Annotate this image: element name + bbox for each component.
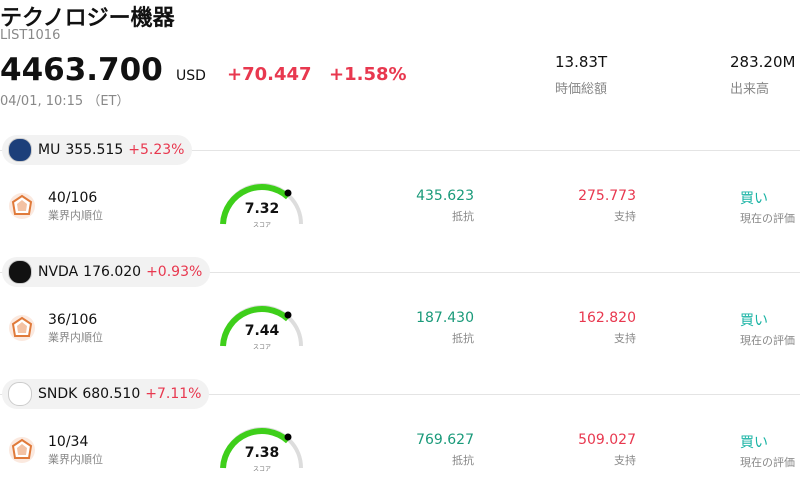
stat-label: 時価総額 [555,82,608,97]
stock-chip[interactable]: MU 355.515 +5.23% [2,135,193,165]
stock-chip[interactable]: SNDK 680.510 +7.11% [2,379,210,409]
score: 7.38 [244,445,280,461]
rank: 36/106 [48,312,98,328]
stock-price: 680.510 [82,386,141,402]
stock-price: 176.020 [83,264,142,280]
rating: 買い [740,191,768,207]
stock-change: +0.93% [146,264,203,280]
resistance: 435.623 [416,188,474,204]
code: LIST1016 [0,28,61,43]
support: 509.027 [578,432,636,448]
resistance-label: 抵抗 [452,454,474,467]
score-gauge [220,305,303,347]
stock-price: 355.515 [65,142,124,158]
logo [8,382,32,406]
rating-label: 現在の評価 [740,212,795,225]
stat-label: 出来高 [730,82,770,97]
support: 275.773 [578,188,636,204]
support: 162.820 [578,310,636,326]
rating-label: 現在の評価 [740,456,795,469]
resistance: 187.430 [416,310,474,326]
rank-icon [9,437,35,463]
currency: USD [176,68,206,84]
time: 04/01, 10:15 （ET） [0,94,130,109]
score-label: スコア [252,222,271,229]
score: 7.44 [244,323,280,339]
rank-icon [9,193,35,219]
rank-label: 業界内順位 [48,331,103,344]
logo [8,260,32,284]
score-label: スコア [252,466,271,473]
score-gauge [220,427,303,469]
stock-change: +5.23% [128,142,185,158]
stat-value: 283.20M [730,53,796,71]
support-label: 支持 [614,454,636,467]
resistance-label: 抵抗 [452,332,474,345]
stock-change: +7.11% [145,386,202,402]
rank-icon [9,315,35,341]
rank-label: 業界内順位 [48,453,103,466]
rating: 買い [740,435,768,451]
ticker: MU [38,142,61,158]
score-gauge [220,183,303,225]
rating: 買い [740,313,768,329]
rank: 10/34 [48,434,89,450]
support-label: 支持 [614,210,636,223]
stock-chip[interactable]: NVDA 176.020 +0.93% [2,257,211,287]
divider [0,150,800,151]
score-label: スコア [252,344,271,351]
rank-label: 業界内順位 [48,209,103,222]
divider [0,394,800,395]
divider [0,272,800,273]
ticker: SNDK [38,386,78,402]
logo [8,138,32,162]
title: テクノロジー機器 [0,6,175,31]
rating-label: 現在の評価 [740,334,795,347]
stat-value: 13.83T [555,53,608,71]
score: 7.32 [244,201,280,217]
resistance-label: 抵抗 [452,210,474,223]
resistance: 769.627 [416,432,474,448]
ticker: NVDA [38,264,79,280]
price: 4463.700 [0,52,163,88]
change: +70.447 [227,64,312,85]
change-pct: +1.58% [329,64,407,85]
support-label: 支持 [614,332,636,345]
rank: 40/106 [48,190,98,206]
